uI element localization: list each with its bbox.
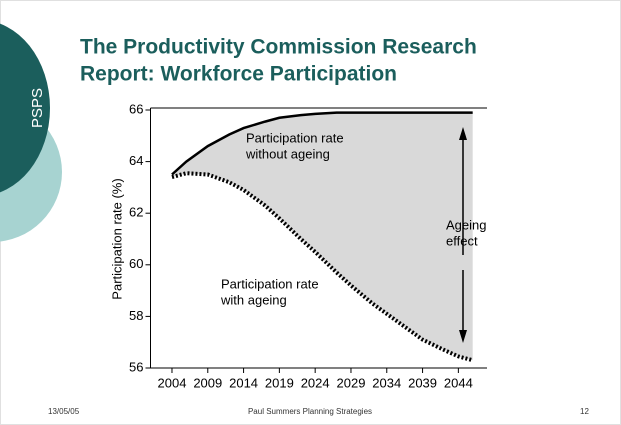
x-tick-label: 2004 (158, 375, 187, 390)
annotation: with ageing (220, 292, 287, 307)
x-tick-label: 2029 (337, 375, 366, 390)
title: The Productivity Commission Research (80, 36, 477, 59)
arrow-head (459, 330, 467, 343)
y-tick-label: 66 (129, 101, 143, 116)
y-tick-label: 58 (129, 308, 143, 323)
x-tick-label: 2014 (229, 375, 258, 390)
series-line (171, 111, 473, 176)
annotation: effect (446, 233, 478, 248)
footer-presenter: Paul Summers Planning Strategies (248, 407, 372, 416)
x-tick-label: 2019 (265, 375, 294, 390)
footer-date: 13/05/05 (48, 407, 80, 416)
dark-circle (0, 23, 50, 193)
series-line (171, 171, 474, 363)
x-tick-label: 2039 (408, 375, 437, 390)
y-tick-label: 62 (129, 205, 143, 220)
side-label: PSPS (29, 88, 46, 128)
arrows (459, 127, 467, 343)
annotation: Participation rate (246, 130, 344, 145)
x-tick-label: 2024 (301, 375, 330, 390)
annotation: Ageing (446, 217, 486, 232)
annotation: without ageing (245, 146, 330, 161)
annotation: Participation rate (221, 276, 319, 291)
title: Report: Workforce Participation (80, 63, 397, 86)
y-tick-label: 60 (129, 256, 143, 271)
x-tick-label: 2044 (444, 375, 473, 390)
x-tick-label: 2009 (193, 375, 222, 390)
x-tick-label: 2034 (372, 375, 401, 390)
ageing-effect-area (171, 112, 473, 361)
y-tick-label: 56 (129, 359, 143, 374)
arrow-head (459, 127, 467, 140)
footer-page: 12 (580, 407, 589, 416)
y-axis-label: Participation rate (%) (109, 178, 124, 299)
y-tick-label: 64 (129, 153, 143, 168)
